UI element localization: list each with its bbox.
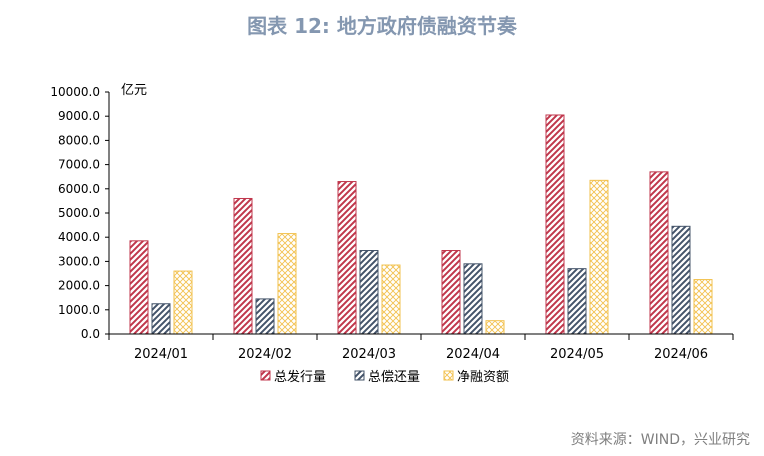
bar-net_financing-2024/03 xyxy=(381,264,401,335)
y-tick-label: 3000.0 xyxy=(58,254,100,268)
bar-repayment-2024/03 xyxy=(359,250,379,335)
x-tick-label: 2024/04 xyxy=(446,347,500,362)
bar-repayment-2024/05 xyxy=(567,268,587,335)
legend-label-net_financing: 净融资额 xyxy=(457,370,509,385)
y-tick-label: 4000.0 xyxy=(58,230,100,244)
bar-net_financing-2024/05 xyxy=(589,179,609,335)
y-tick-label: 2000.0 xyxy=(58,279,100,293)
legend-swatch-net_financing xyxy=(443,370,454,381)
bar-net_financing-2024/06 xyxy=(693,279,713,335)
y-tick-label: 5000.0 xyxy=(58,206,100,220)
legend: 总发行量 总偿还量 净融资额 xyxy=(260,369,509,385)
bar-repayment-2024/02 xyxy=(255,298,275,335)
bar-repayment-2024/01 xyxy=(151,303,171,335)
y-tick-label: 7000.0 xyxy=(58,158,100,172)
x-tick-label: 2024/06 xyxy=(654,347,708,362)
x-tick-label: 2024/01 xyxy=(134,347,188,362)
bar-issuance-2024/06 xyxy=(649,171,669,335)
y-unit-label: 亿元 xyxy=(121,83,147,98)
bars-group xyxy=(129,114,713,335)
y-tick-label: 10000.0 xyxy=(50,85,100,99)
y-tick-label: 1000.0 xyxy=(58,303,100,317)
chart-title: 图表 12: 地方政府债融资节奏 xyxy=(247,14,517,38)
source-note: 资料来源：WIND，兴业研究 xyxy=(570,432,750,448)
legend-swatch-issuance xyxy=(260,370,271,381)
axes-group: 0.0 1000.0 2000.0 3000.0 4000.0 5000.0 6000.0 7… xyxy=(50,83,734,362)
bar-repayment-2024/04 xyxy=(463,263,483,335)
bar-net_financing-2024/04 xyxy=(485,320,505,335)
x-tick-label: 2024/02 xyxy=(238,347,292,362)
bar-issuance-2024/05 xyxy=(545,114,565,335)
bar-net_financing-2024/02 xyxy=(277,233,297,335)
y-tick-label: 6000.0 xyxy=(58,182,100,196)
legend-label-issuance: 总发行量 xyxy=(274,369,326,385)
bar-issuance-2024/04 xyxy=(441,250,461,335)
legend-label-repayment: 总偿还量 xyxy=(368,370,420,385)
y-tick-label: 9000.0 xyxy=(58,109,100,123)
y-tick-label: 8000.0 xyxy=(58,133,100,147)
legend-swatch-repayment xyxy=(354,370,365,381)
bar-issuance-2024/02 xyxy=(233,197,253,335)
x-tick-label: 2024/05 xyxy=(550,347,604,362)
bar-issuance-2024/01 xyxy=(129,240,149,335)
bar-issuance-2024/03 xyxy=(337,181,357,335)
x-tick-label: 2024/03 xyxy=(342,347,396,362)
bar-net_financing-2024/01 xyxy=(173,270,193,335)
bar-repayment-2024/06 xyxy=(671,225,691,335)
y-tick-label: 0.0 xyxy=(81,327,100,341)
